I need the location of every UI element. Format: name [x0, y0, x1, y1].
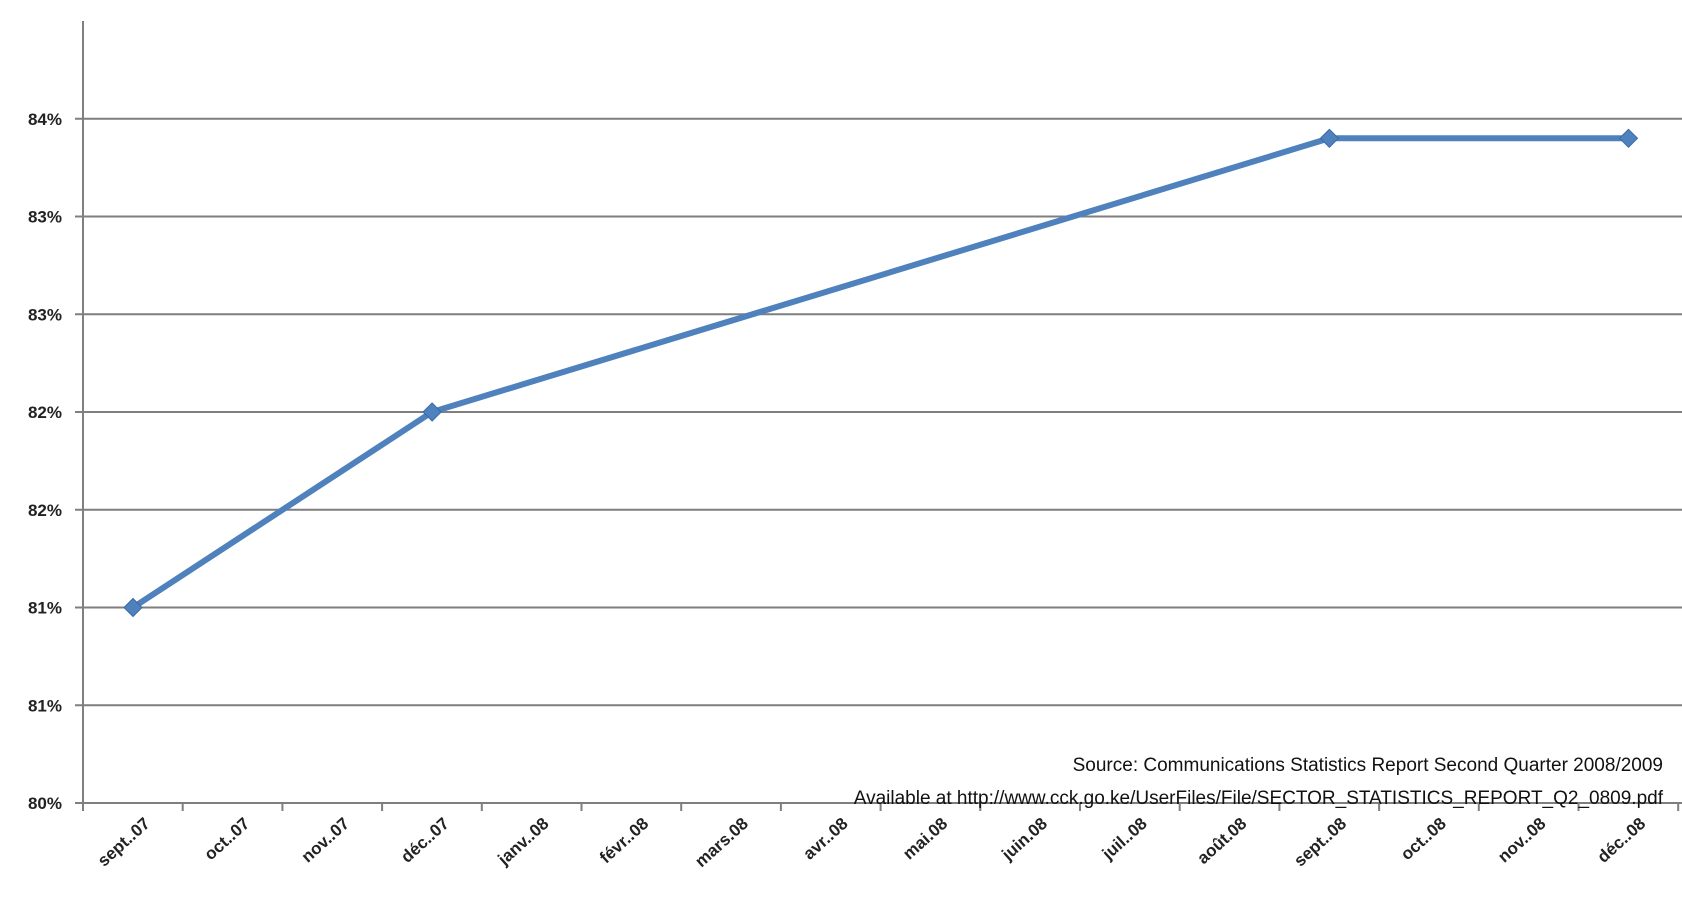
data-point: [1618, 128, 1639, 149]
x-tick-label: sept..08: [1290, 814, 1350, 870]
y-tick-label: 81%: [28, 696, 62, 715]
x-tick-label: avr..08: [800, 814, 852, 864]
x-tick-label: mars.08: [691, 814, 751, 871]
y-tick-label: 83%: [28, 208, 62, 227]
x-tick-label: oct..08: [1397, 814, 1450, 864]
y-axis-ticks: 80% 81% 81% 82% 82% 83% 83% 84%: [28, 110, 83, 813]
y-tick-label: 82%: [28, 403, 62, 422]
series-group: [123, 128, 1639, 618]
y-tick-label: 84%: [28, 110, 62, 129]
x-tick-label: juin.08: [997, 814, 1050, 865]
y-tick-label: 82%: [28, 501, 62, 520]
x-tick-label: nov..08: [1494, 814, 1549, 866]
source-line-2: Available at http://www.cck.go.ke/UserFi…: [854, 788, 1664, 809]
y-tick-label: 83%: [28, 305, 62, 324]
y-tick-label: 81%: [28, 599, 62, 618]
x-axis-ticks: sept..07 oct..07 nov..07 déc..07 janv..08 fév…: [82, 803, 1680, 871]
x-tick-label: sept..07: [94, 814, 154, 870]
series-line: [130, 135, 1632, 611]
x-tick-label: nov..07: [298, 814, 353, 866]
y-tick-label: 80%: [28, 794, 62, 813]
gridlines: [83, 117, 1682, 707]
x-tick-label: févr..08: [596, 814, 652, 867]
x-tick-label: oct..07: [201, 814, 254, 864]
x-tick-label: mai.08: [899, 814, 951, 864]
source-line-1: Source: Communications Statistics Report…: [1073, 755, 1663, 776]
x-tick-label: déc..07: [397, 814, 453, 867]
x-tick-label: déc..08: [1594, 814, 1650, 867]
x-tick-label: juil..08: [1098, 814, 1151, 864]
data-point: [123, 597, 143, 618]
data-point: [422, 402, 442, 422]
x-tick-label: janv..08: [494, 814, 553, 870]
x-tick-label: août.08: [1193, 814, 1250, 868]
data-point: [1319, 128, 1340, 149]
